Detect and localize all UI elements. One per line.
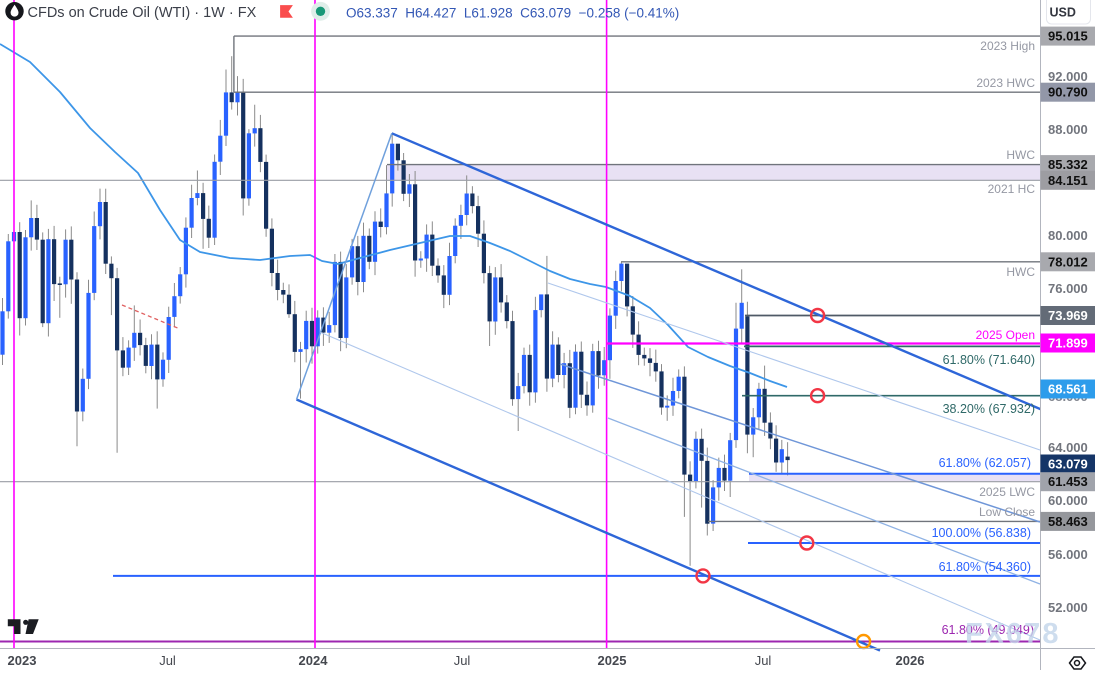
svg-text:61.80% (54.360): 61.80% (54.360) — [939, 560, 1031, 574]
svg-text:95.015: 95.015 — [1048, 29, 1088, 44]
svg-text:HWC: HWC — [1006, 265, 1035, 279]
svg-text:61.80% (62.057): 61.80% (62.057) — [939, 456, 1031, 470]
svg-text:2024: 2024 — [299, 653, 329, 668]
svg-text:2026: 2026 — [896, 653, 925, 668]
svg-text:56.000: 56.000 — [1048, 547, 1088, 562]
svg-text:73.969: 73.969 — [1048, 308, 1088, 323]
svg-text:HWC: HWC — [1006, 148, 1035, 162]
svg-text:2021 HC: 2021 HC — [988, 182, 1036, 196]
svg-text:CFDs on Crude Oil (WTI) · 1W ·: CFDs on Crude Oil (WTI) · 1W · FX — [28, 5, 257, 21]
svg-text:2025: 2025 — [598, 653, 627, 668]
svg-text:38.20% (67.932): 38.20% (67.932) — [943, 402, 1035, 416]
svg-text:58.463: 58.463 — [1048, 514, 1088, 529]
svg-text:O63.337 H64.427 L61.928 C63: O63.337 H64.427 L61.928 C63.079 −0.258 (… — [346, 6, 679, 21]
svg-text:2023: 2023 — [8, 653, 37, 668]
svg-text:Jul: Jul — [454, 653, 471, 668]
svg-text:52.000: 52.000 — [1048, 600, 1088, 615]
svg-text:Jul: Jul — [755, 653, 772, 668]
svg-text:Low Close: Low Close — [979, 505, 1035, 519]
svg-text:88.000: 88.000 — [1048, 122, 1088, 137]
svg-text:85.332: 85.332 — [1048, 157, 1088, 172]
svg-text:FX678: FX678 — [965, 618, 1060, 650]
svg-text:Jul: Jul — [159, 653, 176, 668]
svg-text:71.899: 71.899 — [1048, 336, 1088, 351]
svg-text:2025 Open: 2025 Open — [976, 328, 1035, 342]
svg-text:84.151: 84.151 — [1048, 173, 1088, 188]
svg-text:90.790: 90.790 — [1048, 85, 1088, 100]
svg-text:100.00% (56.838): 100.00% (56.838) — [932, 526, 1031, 540]
svg-text:61.80% (71.640): 61.80% (71.640) — [943, 353, 1035, 367]
svg-text:61.453: 61.453 — [1048, 474, 1088, 489]
svg-text:78.012: 78.012 — [1048, 254, 1088, 269]
svg-text:2023 HWC: 2023 HWC — [976, 76, 1035, 90]
svg-text:92.000: 92.000 — [1048, 69, 1088, 84]
svg-text:80.000: 80.000 — [1048, 228, 1088, 243]
svg-text:2025 LWC: 2025 LWC — [979, 485, 1035, 499]
svg-text:68.561: 68.561 — [1048, 382, 1088, 397]
svg-text:76.000: 76.000 — [1048, 281, 1088, 296]
svg-text:64.000: 64.000 — [1048, 440, 1088, 455]
svg-text:63.079: 63.079 — [1048, 457, 1088, 472]
svg-text:60.000: 60.000 — [1048, 493, 1088, 508]
svg-text:USD: USD — [1050, 6, 1076, 20]
svg-text:2023 High: 2023 High — [980, 39, 1035, 53]
